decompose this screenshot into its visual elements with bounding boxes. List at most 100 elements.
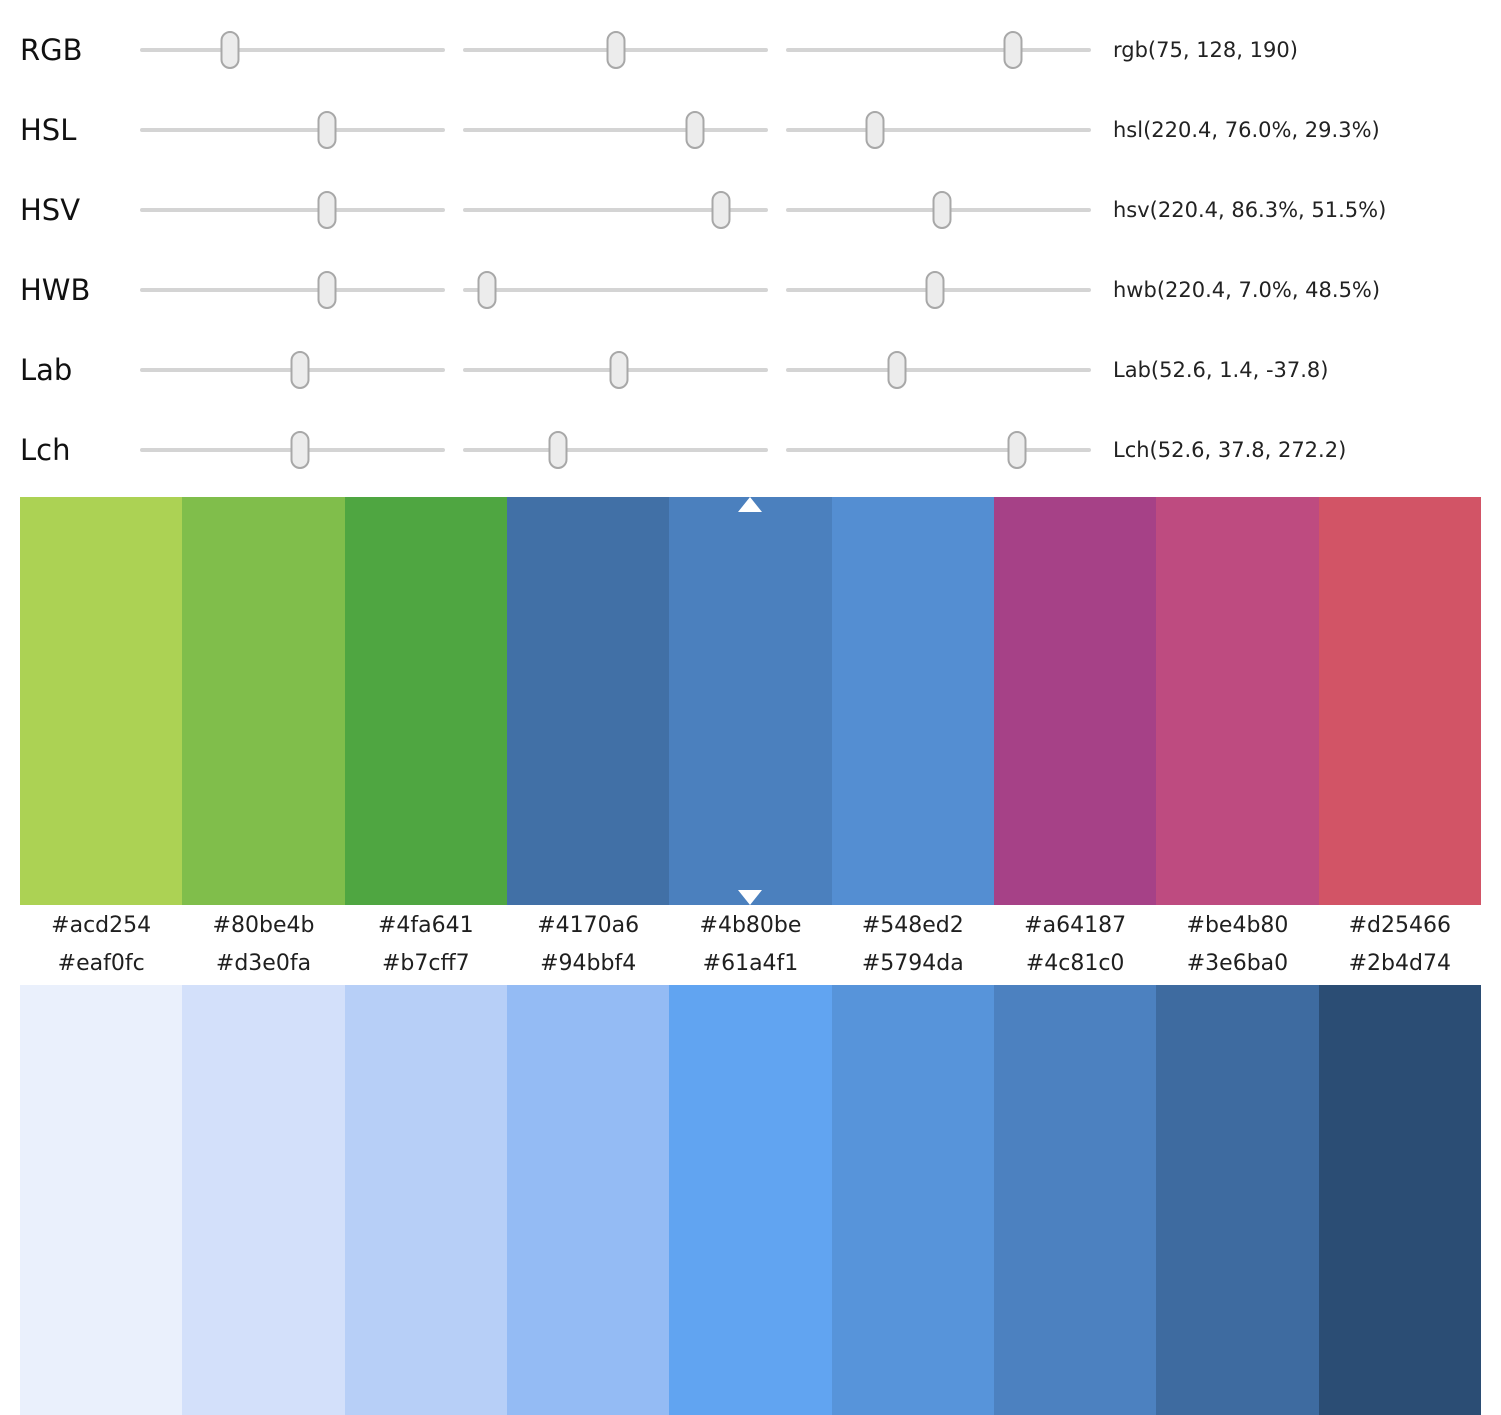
slider-thumb[interactable] <box>317 191 337 229</box>
hue-hex-label-8: #d25466 <box>1348 913 1451 938</box>
hue-swatch-2[interactable] <box>344 497 507 905</box>
slider-track[interactable] <box>463 288 768 292</box>
tone-swatch-4[interactable] <box>669 985 832 1415</box>
slider-thumb[interactable] <box>1007 431 1027 469</box>
hue-swatch-4[interactable] <box>669 497 832 905</box>
slider-rgb-channel-1[interactable] <box>463 29 768 71</box>
tone-hex-label-3: #94bbf4 <box>540 951 637 976</box>
slider-row-hsl: HSL hsl(220.4, 76.0%, 29.3%) <box>20 90 1501 170</box>
hue-swatch-7[interactable] <box>1156 497 1319 905</box>
slider-track[interactable] <box>140 48 445 52</box>
slider-track[interactable] <box>786 368 1091 372</box>
color-value-hsl: hsl(220.4, 76.0%, 29.3%) <box>1113 118 1380 142</box>
slider-row-hwb: HWB hwb(220.4, 7.0%, 48.5%) <box>20 250 1501 330</box>
slider-hsv-channel-1[interactable] <box>463 189 768 231</box>
slider-hsv-channel-0[interactable] <box>140 189 445 231</box>
tone-swatch-8[interactable] <box>1318 985 1481 1415</box>
tone-swatch-5[interactable] <box>831 985 994 1415</box>
hue-hex-label-1: #80be4b <box>212 913 315 938</box>
slider-row-hsv: HSV hsv(220.4, 86.3%, 51.5%) <box>20 170 1501 250</box>
slider-thumb[interactable] <box>290 431 310 469</box>
slider-thumb[interactable] <box>609 351 629 389</box>
slider-row-label-hsl: HSL <box>20 113 77 147</box>
slider-row-rgb: RGB rgb(75, 128, 190) <box>20 10 1501 90</box>
slider-track[interactable] <box>463 128 768 132</box>
color-sliders-panel: RGB rgb(75, 128, 190) HSL hsl(220.4, 76.0%,… <box>0 0 1501 490</box>
slider-lab-channel-2[interactable] <box>786 349 1091 391</box>
slider-thumb[interactable] <box>606 31 626 69</box>
color-value-rgb: rgb(75, 128, 190) <box>1113 38 1298 62</box>
color-value-hsv: hsv(220.4, 86.3%, 51.5%) <box>1113 198 1387 222</box>
color-value-lch: Lch(52.6, 37.8, 272.2) <box>1113 438 1347 462</box>
slider-row-label-lab: Lab <box>20 353 73 387</box>
color-value-hwb: hwb(220.4, 7.0%, 48.5%) <box>1113 278 1381 302</box>
hue-swatch-5[interactable] <box>831 497 994 905</box>
tone-swatch-0[interactable] <box>20 985 183 1415</box>
slider-row-label-hsv: HSV <box>20 193 81 227</box>
tone-hex-label-2: #b7cff7 <box>381 951 470 976</box>
slider-thumb[interactable] <box>548 431 568 469</box>
slider-track[interactable] <box>786 128 1091 132</box>
hue-hex-label-2: #4fa641 <box>377 913 474 938</box>
slider-rgb-channel-2[interactable] <box>786 29 1091 71</box>
tone-hex-label-8: #2b4d74 <box>1348 951 1451 976</box>
slider-hsl-channel-2[interactable] <box>786 109 1091 151</box>
slider-track[interactable] <box>786 448 1091 452</box>
slider-lch-channel-0[interactable] <box>140 429 445 471</box>
tone-hex-label-6: #4c81c0 <box>1025 951 1125 976</box>
tone-hex-labels: #eaf0fc #d3e0fa #b7cff7 #94bbf4 #61a4f1 #5794… <box>20 947 1481 985</box>
slider-thumb[interactable] <box>477 271 497 309</box>
tone-swatch-1[interactable] <box>182 985 345 1415</box>
slider-hsl-channel-0[interactable] <box>140 109 445 151</box>
slider-track[interactable] <box>463 448 768 452</box>
tone-hex-label-4: #61a4f1 <box>702 951 799 976</box>
tone-swatch-6[interactable] <box>993 985 1157 1415</box>
tone-hex-label-1: #d3e0fa <box>215 951 312 976</box>
slider-lab-channel-0[interactable] <box>140 349 445 391</box>
slider-hwb-channel-0[interactable] <box>140 269 445 311</box>
slider-thumb[interactable] <box>925 271 945 309</box>
slider-lab-channel-1[interactable] <box>463 349 768 391</box>
hue-swatch-3[interactable] <box>506 497 670 905</box>
slider-hsv-channel-2[interactable] <box>786 189 1091 231</box>
hue-swatch-8[interactable] <box>1318 497 1481 905</box>
slider-thumb[interactable] <box>220 31 240 69</box>
slider-row-lch: Lch Lch(52.6, 37.8, 272.2) <box>20 410 1501 490</box>
slider-thumb[interactable] <box>865 111 885 149</box>
hue-swatch-6[interactable] <box>993 497 1157 905</box>
slider-track[interactable] <box>140 288 445 292</box>
selection-notch-top-icon <box>738 497 763 512</box>
slider-track[interactable] <box>140 208 445 212</box>
hue-hex-label-4: #4b80be <box>699 913 802 938</box>
slider-track[interactable] <box>463 208 768 212</box>
slider-thumb[interactable] <box>887 351 907 389</box>
slider-lch-channel-2[interactable] <box>786 429 1091 471</box>
selection-notch-bottom-icon <box>738 890 763 905</box>
hue-hex-label-7: #be4b80 <box>1186 913 1289 938</box>
slider-row-label-lch: Lch <box>20 433 71 467</box>
slider-track[interactable] <box>786 48 1091 52</box>
slider-thumb[interactable] <box>317 111 337 149</box>
hue-swatch-1[interactable] <box>182 497 345 905</box>
slider-thumb[interactable] <box>1003 31 1023 69</box>
slider-rgb-channel-0[interactable] <box>140 29 445 71</box>
tone-swatch-2[interactable] <box>344 985 507 1415</box>
slider-thumb[interactable] <box>317 271 337 309</box>
slider-hwb-channel-2[interactable] <box>786 269 1091 311</box>
color-value-lab: Lab(52.6, 1.4, -37.8) <box>1113 358 1329 382</box>
slider-hsl-channel-1[interactable] <box>463 109 768 151</box>
tone-swatch-7[interactable] <box>1156 985 1319 1415</box>
slider-row-lab: Lab Lab(52.6, 1.4, -37.8) <box>20 330 1501 410</box>
slider-hwb-channel-1[interactable] <box>463 269 768 311</box>
tone-swatch-3[interactable] <box>506 985 670 1415</box>
slider-row-label-hwb: HWB <box>20 273 91 307</box>
slider-thumb[interactable] <box>290 351 310 389</box>
hue-hex-label-3: #4170a6 <box>537 913 640 938</box>
slider-thumb[interactable] <box>685 111 705 149</box>
slider-track[interactable] <box>140 128 445 132</box>
hue-hex-label-5: #548ed2 <box>861 913 964 938</box>
slider-lch-channel-1[interactable] <box>463 429 768 471</box>
slider-thumb[interactable] <box>711 191 731 229</box>
slider-thumb[interactable] <box>932 191 952 229</box>
hue-swatch-0[interactable] <box>20 497 183 905</box>
